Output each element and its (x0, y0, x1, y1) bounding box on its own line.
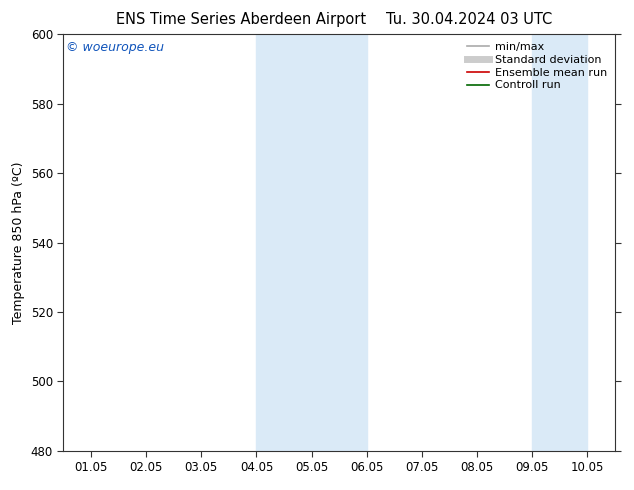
Legend: min/max, Standard deviation, Ensemble mean run, Controll run: min/max, Standard deviation, Ensemble me… (465, 40, 609, 93)
Text: Tu. 30.04.2024 03 UTC: Tu. 30.04.2024 03 UTC (386, 12, 552, 27)
Bar (256, 34, 367, 451)
Text: © woeurope.eu: © woeurope.eu (66, 41, 164, 53)
Y-axis label: Temperature 850 hPa (ºC): Temperature 850 hPa (ºC) (12, 161, 25, 324)
Bar (533, 34, 588, 451)
Text: ENS Time Series Aberdeen Airport: ENS Time Series Aberdeen Airport (116, 12, 366, 27)
